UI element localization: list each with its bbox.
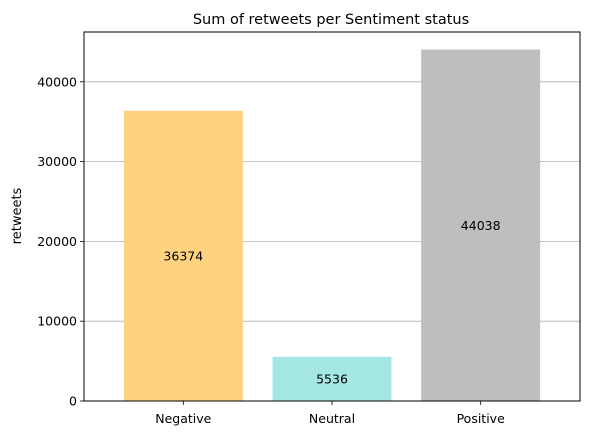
y-axis-ticks: 0 10000 20000 30000 40000 (37, 74, 84, 409)
y-axis-label: retweets (10, 187, 25, 244)
bar-positive (421, 49, 541, 401)
y-tick-label: 20000 (37, 234, 77, 249)
y-tick-label: 40000 (37, 74, 77, 89)
bars (123, 49, 541, 402)
y-tick-label: 30000 (37, 154, 77, 169)
bar-value-labels: 36374 5536 44038 (163, 218, 500, 387)
x-tick-label: Neutral (309, 411, 355, 426)
x-tick-label: Positive (457, 411, 505, 426)
bar-value-label: 44038 (461, 218, 501, 233)
bar-value-label: 5536 (316, 371, 348, 386)
bar-value-label: 36374 (163, 248, 203, 263)
x-tick-label: Negative (155, 411, 211, 426)
y-tick-label: 10000 (37, 314, 77, 329)
chart-title: Sum of retweets per Sentiment status (193, 12, 469, 28)
y-tick-label: 0 (69, 394, 77, 409)
x-axis-ticks: Negative Neutral Positive (155, 401, 505, 426)
bar-neutral (272, 356, 392, 401)
bar-negative (123, 110, 243, 402)
